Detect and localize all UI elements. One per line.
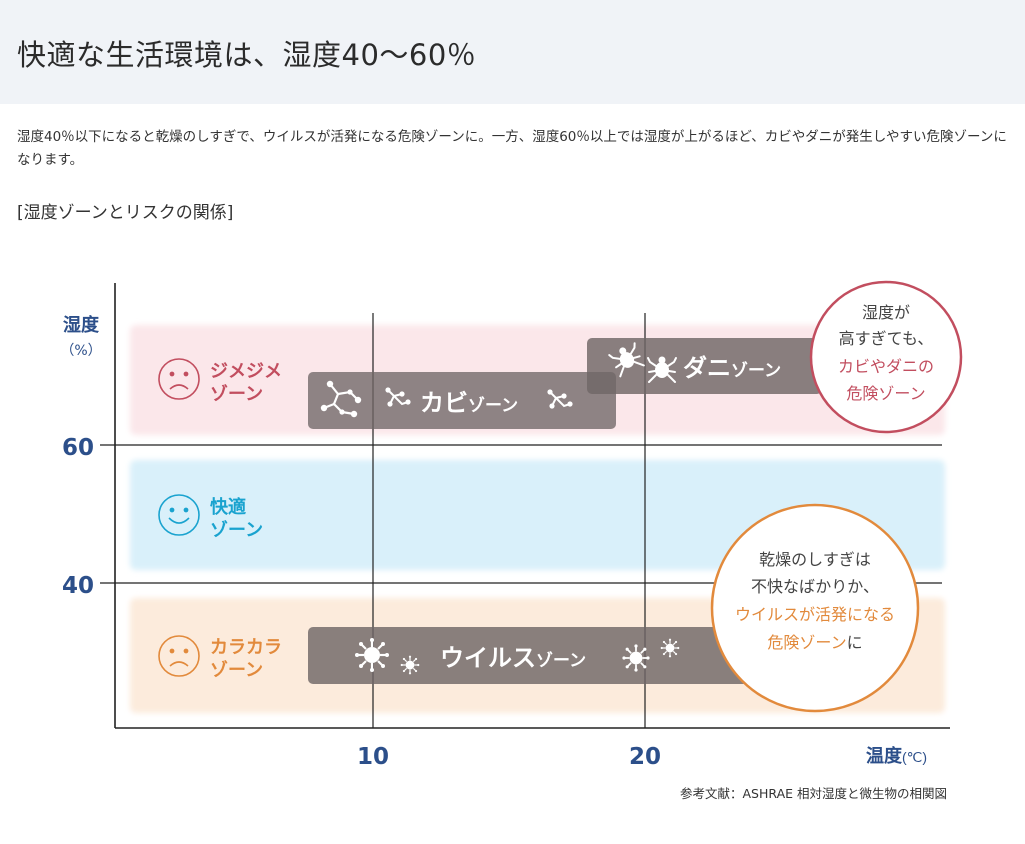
svg-text:危険ゾーン: 危険ゾーン xyxy=(846,384,925,403)
comfort-zone-name-line1: 快適 xyxy=(210,496,246,518)
svg-text:ウイルスが活発になる: ウイルスが活発になる xyxy=(735,605,895,624)
virus-large-icon xyxy=(353,636,391,674)
x-tick-10: 10 xyxy=(357,744,389,770)
sad-face-icon-dry xyxy=(158,635,200,677)
sad-face-icon-humid xyxy=(158,358,200,400)
dry-zone-name-line1: カラカラ xyxy=(210,637,282,658)
humid-zone-name-line2: ゾーン xyxy=(210,384,263,405)
svg-text:カビやダニの: カビやダニの xyxy=(838,357,934,376)
humid-zone-name-line1: ジメジメ xyxy=(210,361,282,382)
mite-zone-label: ダニゾーン xyxy=(683,354,781,382)
virus-zone-bar xyxy=(308,627,748,684)
smile-face-icon-comfort xyxy=(158,494,200,536)
dry-risk-callout: 乾燥のしすぎは 不快なばかりか、 ウイルスが活発になる 危険ゾーンに xyxy=(710,503,920,713)
svg-text:湿度が: 湿度が xyxy=(862,303,910,322)
section-subtitle: [湿度ゾーンとリスクの関係] xyxy=(17,203,234,223)
virus-medium-icon xyxy=(621,643,651,673)
mite-zone-bar xyxy=(587,338,822,394)
y-tick-40: 40 xyxy=(62,573,94,599)
y-axis-unit: （%） xyxy=(60,343,101,359)
x-tick-20: 20 xyxy=(629,744,661,770)
page-header: 快適な生活環境は、湿度40〜60％ xyxy=(0,0,1025,104)
page-title: 快適な生活環境は、湿度40〜60％ xyxy=(17,38,477,72)
svg-text:高すぎても、: 高すぎても、 xyxy=(839,329,934,348)
svg-text:危険ゾーンに: 危険ゾーンに xyxy=(767,633,862,652)
dry-zone-name-line2: ゾーン xyxy=(210,660,263,681)
page-description: 湿度40％以下になると乾燥のしすぎで、ウイルスが活発になる危険ゾーンに。一方、湿… xyxy=(17,129,1007,168)
virus-tiny-icon xyxy=(660,638,680,658)
virus-zone-label: ウイルスゾーン xyxy=(440,645,586,672)
svg-text:不快なばかりか、: 不快なばかりか、 xyxy=(751,577,879,596)
x-axis-label: 温度(℃) xyxy=(866,745,927,766)
y-tick-60: 60 xyxy=(62,435,94,461)
comfort-zone-name-line2: ゾーン xyxy=(210,520,263,541)
mold-zone-label: カビゾーン xyxy=(420,390,518,417)
reference-note: 参考文献：ASHRAE 相対湿度と微生物の相関図 xyxy=(680,786,947,801)
humid-risk-callout: 湿度が 高すぎても、 カビやダニの 危険ゾーン xyxy=(809,280,963,434)
svg-text:乾燥のしすぎは: 乾燥のしすぎは xyxy=(759,550,871,569)
y-axis-label: 湿度 xyxy=(63,314,100,336)
mold-zone-bar xyxy=(308,372,616,429)
virus-small-icon xyxy=(400,655,420,675)
